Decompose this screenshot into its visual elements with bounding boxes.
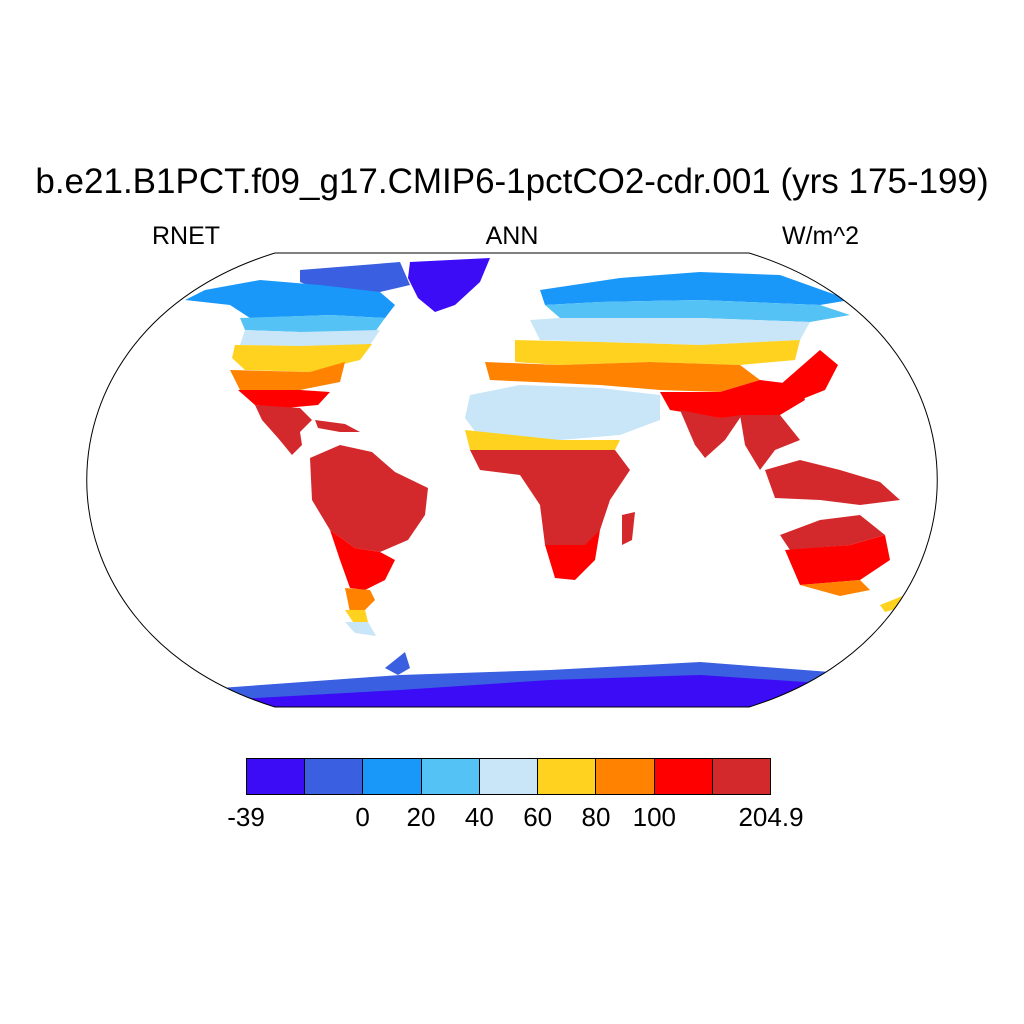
greenland (408, 258, 490, 312)
north-america-high-latitude-band (185, 280, 395, 318)
south-america-region (310, 445, 428, 636)
new-zealand (880, 580, 925, 612)
antarctic-interior (220, 675, 850, 707)
northern-eurasia-band (545, 300, 850, 322)
africa-region (465, 385, 660, 580)
colorbar-box (596, 759, 655, 794)
australia-north (780, 515, 885, 550)
caribbean-islands (315, 420, 360, 432)
colorbar-tick-label: 204.9 (738, 802, 804, 832)
tierra-del-fuego (345, 622, 376, 636)
sahel-band (465, 430, 620, 450)
southern-africa (545, 530, 600, 580)
east-asia-coast (780, 350, 838, 400)
north-america-arctic-band (300, 262, 410, 292)
south-asia-north (660, 380, 805, 418)
plot-title: b.e21.B1PCT.f09_g17.CMIP6-1pctCO2-cdr.00… (35, 162, 989, 201)
colorbar-tick-label: -39 (227, 802, 265, 832)
north-america-region (185, 262, 410, 455)
south-america-tropics (310, 445, 428, 552)
south-america-temperate (345, 588, 375, 612)
colorbar-box (305, 759, 364, 794)
siberia-arctic-band (540, 272, 850, 305)
colorbar-box (479, 759, 539, 794)
patagonia (345, 610, 368, 625)
north-america-boreal-band (240, 330, 380, 346)
colorbar-box (538, 759, 597, 794)
colorbar-tick-label: 60 (523, 802, 553, 832)
antarctic-peninsula (385, 652, 410, 675)
north-america-warm-temperate-band (230, 362, 345, 390)
madagascar (622, 512, 635, 545)
colorbar-box (247, 759, 306, 794)
southeast-asia (740, 415, 800, 470)
maritime-continent (765, 460, 900, 505)
australia-south (800, 580, 870, 596)
colorbar-box (421, 759, 480, 794)
mediterranean-band (485, 362, 760, 392)
colorbar-box (654, 759, 713, 794)
central-america (255, 405, 312, 455)
south-america-subtropics (330, 530, 395, 590)
colorbar-box (363, 759, 422, 794)
units-label: W/m^2 (782, 222, 860, 250)
australia-region (780, 515, 925, 612)
map-border (86, 252, 938, 708)
colorbar-tick-label: 0 (355, 802, 370, 832)
north-america-subtropical-band (238, 390, 330, 408)
indian-subcontinent (680, 410, 742, 458)
colorbar-tick-label: 20 (406, 802, 436, 832)
southern-europe-band (515, 340, 800, 365)
south-asia-region (660, 350, 900, 505)
colorbar (246, 758, 771, 795)
antarctica-region (220, 652, 850, 707)
colorbar-tick-label: 100 (632, 802, 677, 832)
colorbar-tick-label: 40 (464, 802, 494, 832)
north-america-subarctic-band (240, 315, 385, 332)
central-eurasia-band (530, 318, 810, 345)
eurasia-region (485, 272, 850, 392)
australia-central (785, 535, 890, 585)
colorbar-tick-label: 80 (581, 802, 611, 832)
variable-label: RNET (152, 222, 221, 250)
colorbar-box (712, 759, 770, 794)
season-label: ANN (485, 222, 539, 250)
sahara-arabia (465, 385, 660, 440)
